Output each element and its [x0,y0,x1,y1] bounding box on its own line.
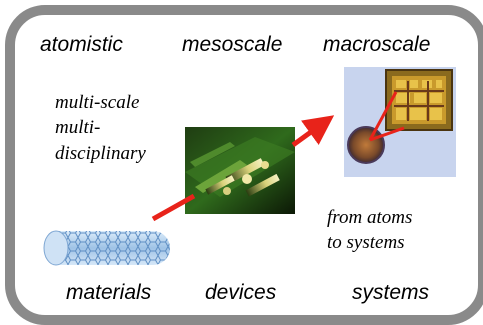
label-mesoscale: mesoscale [182,33,283,56]
arrow-devices-to-systems [291,115,335,148]
caption-atoms-to-systems: from atoms to systems [327,205,412,256]
caption-line-2: multi- [55,117,101,139]
nanodevice-image [185,127,295,214]
label-atomistic: atomistic [40,33,123,56]
zoom-line-upper [368,91,398,141]
label-devices: devices [205,281,277,304]
caption-line-from-atoms: from atoms [327,207,413,228]
zoom-line-lower [369,126,405,142]
chip-system-image [344,67,456,177]
label-systems: systems [352,281,430,304]
caption-multiscale: multi-scale multi- disciplinary [55,90,146,166]
caption-line-1: multi-scale [55,92,140,113]
label-materials: materials [66,281,152,304]
caption-line-to-systems: to systems [327,232,405,254]
label-macroscale: macroscale [323,33,431,56]
caption-line-3: disciplinary [55,142,146,164]
arrow-materials-to-devices [151,193,196,222]
nanotube-image [38,224,173,274]
